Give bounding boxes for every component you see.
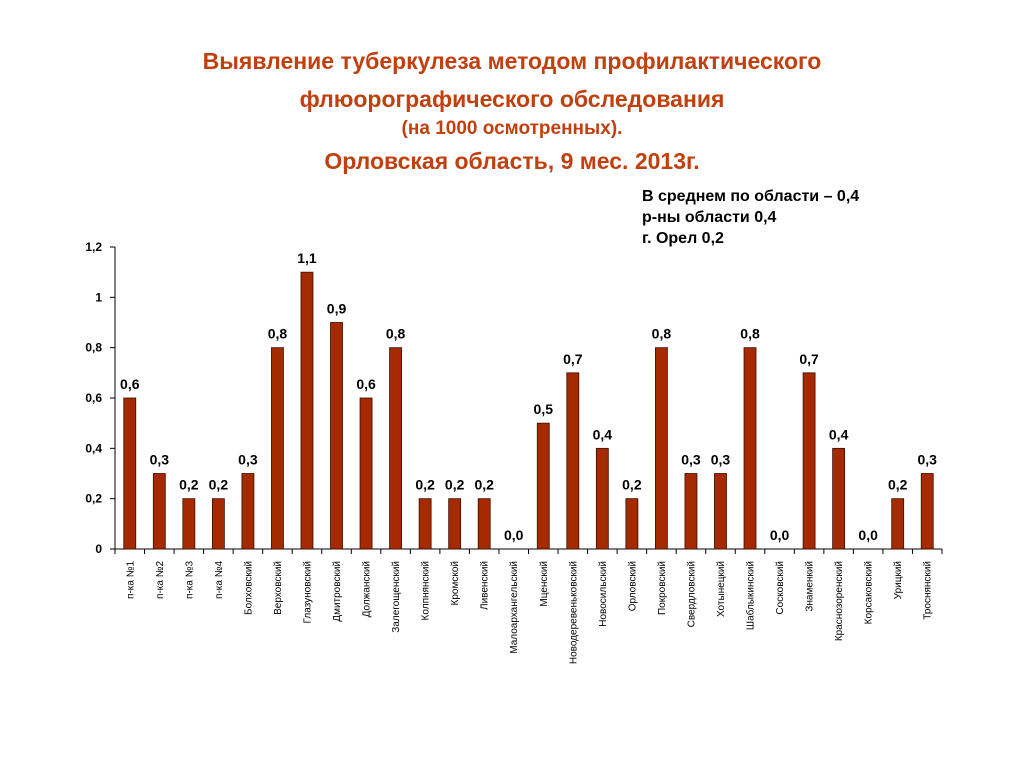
bar: [389, 347, 402, 550]
bar: [152, 473, 166, 550]
data-label: 0,2: [445, 477, 465, 493]
data-label: 1,1: [297, 250, 317, 266]
x-tick-label: Колпнянский: [421, 561, 432, 620]
data-label: 0,2: [888, 477, 908, 493]
data-label: 0,4: [829, 426, 849, 442]
bar: [802, 372, 816, 550]
bar: [241, 473, 255, 550]
bar: [714, 473, 727, 550]
bar: [920, 473, 934, 550]
bar: [123, 397, 137, 550]
data-label: 0,8: [268, 326, 288, 342]
y-tick-label: 0,2: [85, 492, 102, 506]
x-tick-label: Ливенский: [480, 561, 491, 610]
data-label: 0,0: [504, 527, 524, 543]
chart-subtitle: (на 1000 осмотренных).: [401, 118, 623, 139]
data-label: 0,8: [386, 326, 406, 342]
x-tick-label: Дмитровский: [332, 561, 343, 622]
x-tick-label: Свердловский: [686, 561, 697, 627]
data-label: 0,3: [711, 452, 731, 468]
bar: [271, 347, 284, 550]
data-label: 0,2: [179, 477, 199, 493]
x-tick-label: п-ка №1: [125, 561, 136, 599]
bar: [536, 422, 550, 550]
summary-districts: р-ны области 0,4: [642, 209, 777, 226]
x-tick-label: Должанский: [362, 561, 373, 617]
x-tick-label: Мценский: [539, 561, 550, 607]
y-tick-label: 1: [95, 290, 102, 304]
x-tick-label: Троснянский: [923, 561, 934, 620]
data-label: 0,3: [917, 452, 937, 468]
x-tick-label: Шаблыкинский: [745, 561, 757, 630]
data-label: 0,2: [209, 477, 229, 493]
summary-region-average: В среднем по области – 0,4: [642, 188, 860, 205]
summary-city: г. Орел 0,2: [642, 230, 724, 247]
x-tick-label: Знаменкий: [805, 561, 816, 612]
x-tick-label: Глазуновский: [302, 561, 313, 623]
x-tick-label: Новодеревеньковский: [568, 561, 579, 664]
x-tick-label: Болховский: [243, 561, 254, 615]
x-tick-label: Новосильский: [598, 561, 609, 627]
chart-title-line-2: флюорографического обследования: [299, 86, 725, 112]
data-label: 0,7: [799, 351, 819, 367]
bar: [566, 372, 580, 550]
data-label: 0,6: [120, 376, 140, 392]
x-tick-label: Урицкий: [893, 561, 904, 599]
data-label: 0,6: [356, 376, 376, 392]
x-tick-label: Покровский: [657, 561, 668, 615]
bar: [300, 271, 314, 550]
x-tick-label: Верховский: [273, 561, 284, 615]
x-tick-label: Корсаковский: [864, 561, 875, 624]
bar: [595, 447, 609, 550]
data-label: 0,0: [858, 527, 878, 543]
bar: [625, 498, 639, 550]
bar: [359, 397, 373, 550]
bar: [211, 498, 225, 550]
summary-box: В среднем по области – 0,4 р-ны области …: [642, 186, 859, 249]
x-tick-label: п-ка №2: [155, 561, 166, 599]
y-tick-label: 0: [95, 542, 102, 556]
data-label: 0,4: [593, 426, 613, 442]
bar: [330, 322, 343, 550]
y-tick-label: 0,8: [85, 341, 102, 355]
y-tick-label: 0,6: [85, 391, 102, 405]
data-label: 0,8: [740, 326, 760, 342]
x-tick-label: Краснозоренский: [834, 561, 845, 641]
bar: [655, 347, 668, 550]
y-tick-label: 0,4: [85, 441, 102, 455]
data-label: 0,8: [652, 326, 672, 342]
bar: [891, 498, 905, 550]
data-label: 0,3: [238, 452, 258, 468]
data-label: 0,0: [770, 527, 790, 543]
x-tick-label: Залегощенский: [391, 561, 402, 633]
chart-title-region: Орловская область, 9 мес. 2013г.: [324, 148, 700, 174]
data-label: 0,2: [415, 477, 435, 493]
x-tick-label: п-ка №3: [184, 561, 195, 599]
x-tick-label: Сосковский: [775, 561, 786, 615]
chart-title-line-1: Выявление туберкулеза методом профилакти…: [202, 48, 822, 74]
data-label: 0,7: [563, 351, 583, 367]
x-tick-label: Орловский: [627, 561, 638, 611]
data-label: 0,3: [681, 452, 701, 468]
data-label: 0,5: [534, 401, 554, 417]
data-label: 0,3: [150, 452, 170, 468]
bar: [477, 498, 491, 550]
bar: [448, 498, 462, 550]
x-tick-label: Малоархангельский: [509, 561, 520, 654]
bar: [743, 347, 757, 550]
bar: [418, 498, 432, 550]
bar: [182, 498, 196, 550]
data-label: 0,9: [327, 301, 347, 317]
x-tick-label: Кромской: [450, 561, 461, 605]
data-label: 0,2: [474, 477, 494, 493]
x-tick-label: Хотынецкий: [716, 561, 727, 617]
x-tick-label: п-ка №4: [214, 561, 225, 599]
data-label: 0,2: [622, 477, 642, 493]
y-tick-label: 1,2: [85, 240, 102, 254]
bar: [684, 473, 698, 550]
bar: [832, 447, 846, 550]
